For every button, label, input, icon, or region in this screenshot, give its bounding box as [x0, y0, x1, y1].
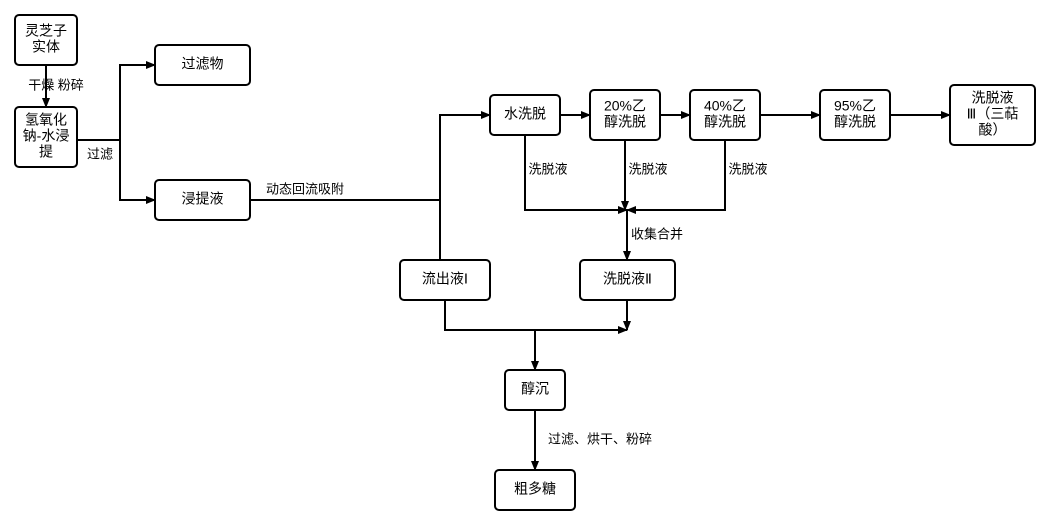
node-n1: 灵芝子实体 — [15, 15, 77, 65]
node-label: 95%乙 — [834, 98, 876, 114]
edge-1 — [77, 65, 155, 140]
node-label: 醇沉 — [521, 381, 549, 397]
node-label: 20%乙 — [604, 98, 646, 114]
edge-label-12: 收集合并 — [631, 226, 683, 241]
node-label: 洗脱液 — [972, 90, 1014, 106]
edge-13 — [445, 300, 627, 330]
node-label: 钠-水浸 — [23, 128, 70, 144]
node-n6: 20%乙醇洗脱 — [590, 90, 660, 140]
edge-label-11: 洗脱液 — [728, 161, 767, 176]
node-label: 流出液Ⅰ — [422, 271, 468, 287]
edge-label-9: 洗脱液 — [528, 161, 567, 176]
node-label: 醇洗脱 — [604, 114, 646, 130]
node-n12: 醇沉 — [505, 370, 565, 410]
node-label: 40%乙 — [704, 98, 746, 114]
node-label: Ⅲ（三萜 — [967, 106, 1019, 122]
node-label: 实体 — [32, 39, 60, 55]
node-label: 提 — [39, 144, 53, 160]
node-n9: 洗脱液Ⅲ（三萜酸） — [950, 85, 1035, 145]
node-label: 酸） — [979, 122, 1007, 138]
node-n4: 浸提液 — [155, 180, 250, 220]
node-n11: 洗脱液Ⅱ — [580, 260, 675, 300]
edge-label-16: 过滤、烘干、粉碎 — [548, 431, 652, 446]
edge-label-0: 干燥 粉碎 — [28, 77, 84, 92]
node-n8: 95%乙醇洗脱 — [820, 90, 890, 140]
node-n10: 流出液Ⅰ — [400, 260, 490, 300]
node-n3: 过滤物 — [155, 45, 250, 85]
edge-label-10: 洗脱液 — [628, 161, 667, 176]
node-n13: 粗多糖 — [495, 470, 575, 510]
node-n7: 40%乙醇洗脱 — [690, 90, 760, 140]
edge-label-3: 动态回流吸附 — [266, 181, 344, 196]
node-n2: 氢氧化钠-水浸提 — [15, 107, 77, 167]
node-label: 水洗脱 — [504, 106, 546, 122]
node-label: 洗脱液Ⅱ — [603, 271, 652, 287]
node-n5: 水洗脱 — [490, 95, 560, 135]
node-label: 醇洗脱 — [834, 114, 876, 130]
node-label: 浸提液 — [182, 191, 224, 207]
node-label: 粗多糖 — [514, 481, 556, 497]
node-label: 氢氧化 — [25, 112, 67, 128]
edge-2 — [120, 140, 155, 200]
flowchart-canvas: 干燥 粉碎过滤动态回流吸附洗脱液洗脱液洗脱液收集合并过滤、烘干、粉碎 灵芝子实体… — [0, 0, 1061, 527]
node-label: 醇洗脱 — [704, 114, 746, 130]
edge-label-1: 过滤 — [87, 146, 113, 161]
node-label: 灵芝子 — [25, 23, 67, 39]
node-label: 过滤物 — [182, 56, 224, 72]
